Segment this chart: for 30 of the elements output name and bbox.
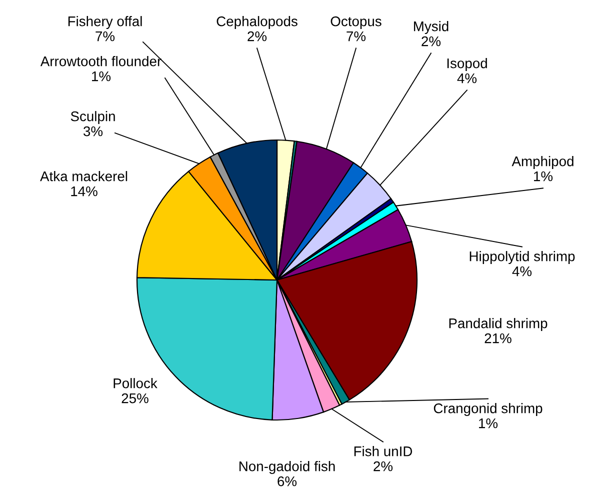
slice-label: Fishery offal [68, 16, 142, 29]
slice-label: Mysid [414, 21, 448, 34]
data-label: 6% [278, 476, 297, 486]
slice-label: Fish unID [354, 446, 412, 456]
data-label: 1% [479, 418, 498, 428]
data-label: 25% [122, 393, 148, 404]
data-label: 2% [374, 461, 393, 472]
slice-label: Sculpin [70, 111, 115, 124]
slice-label: Pandalid shrimp [449, 318, 548, 331]
slice-label: Non-gadoid fish [240, 461, 335, 474]
data-label: 7% [96, 31, 115, 42]
data-label: 1% [534, 171, 553, 182]
data-label: 1% [92, 71, 111, 82]
slice-label: Hippolytid shrimp [470, 251, 575, 264]
slice-label: Atka mackerel [40, 171, 128, 182]
slice-label: Octopus [330, 16, 382, 29]
data-label: 14% [71, 186, 98, 196]
slice-label: Pollock [114, 378, 158, 388]
data-label: 21% [484, 333, 512, 344]
data-label: 3% [83, 126, 103, 136]
slice-label: Cephalopods [216, 16, 298, 29]
data-label: 2% [422, 36, 441, 46]
slice-label: Isopod [447, 58, 487, 71]
data-label: 7% [346, 31, 366, 42]
data-label: 2% [248, 31, 267, 42]
slice-label: Arrowtooth flounder [40, 56, 162, 66]
data-label: 4% [457, 73, 477, 84]
slice-label: Amphipod [512, 156, 574, 169]
slice-label: Crangonid shrimp [434, 403, 542, 416]
data-label: 4% [512, 266, 532, 276]
